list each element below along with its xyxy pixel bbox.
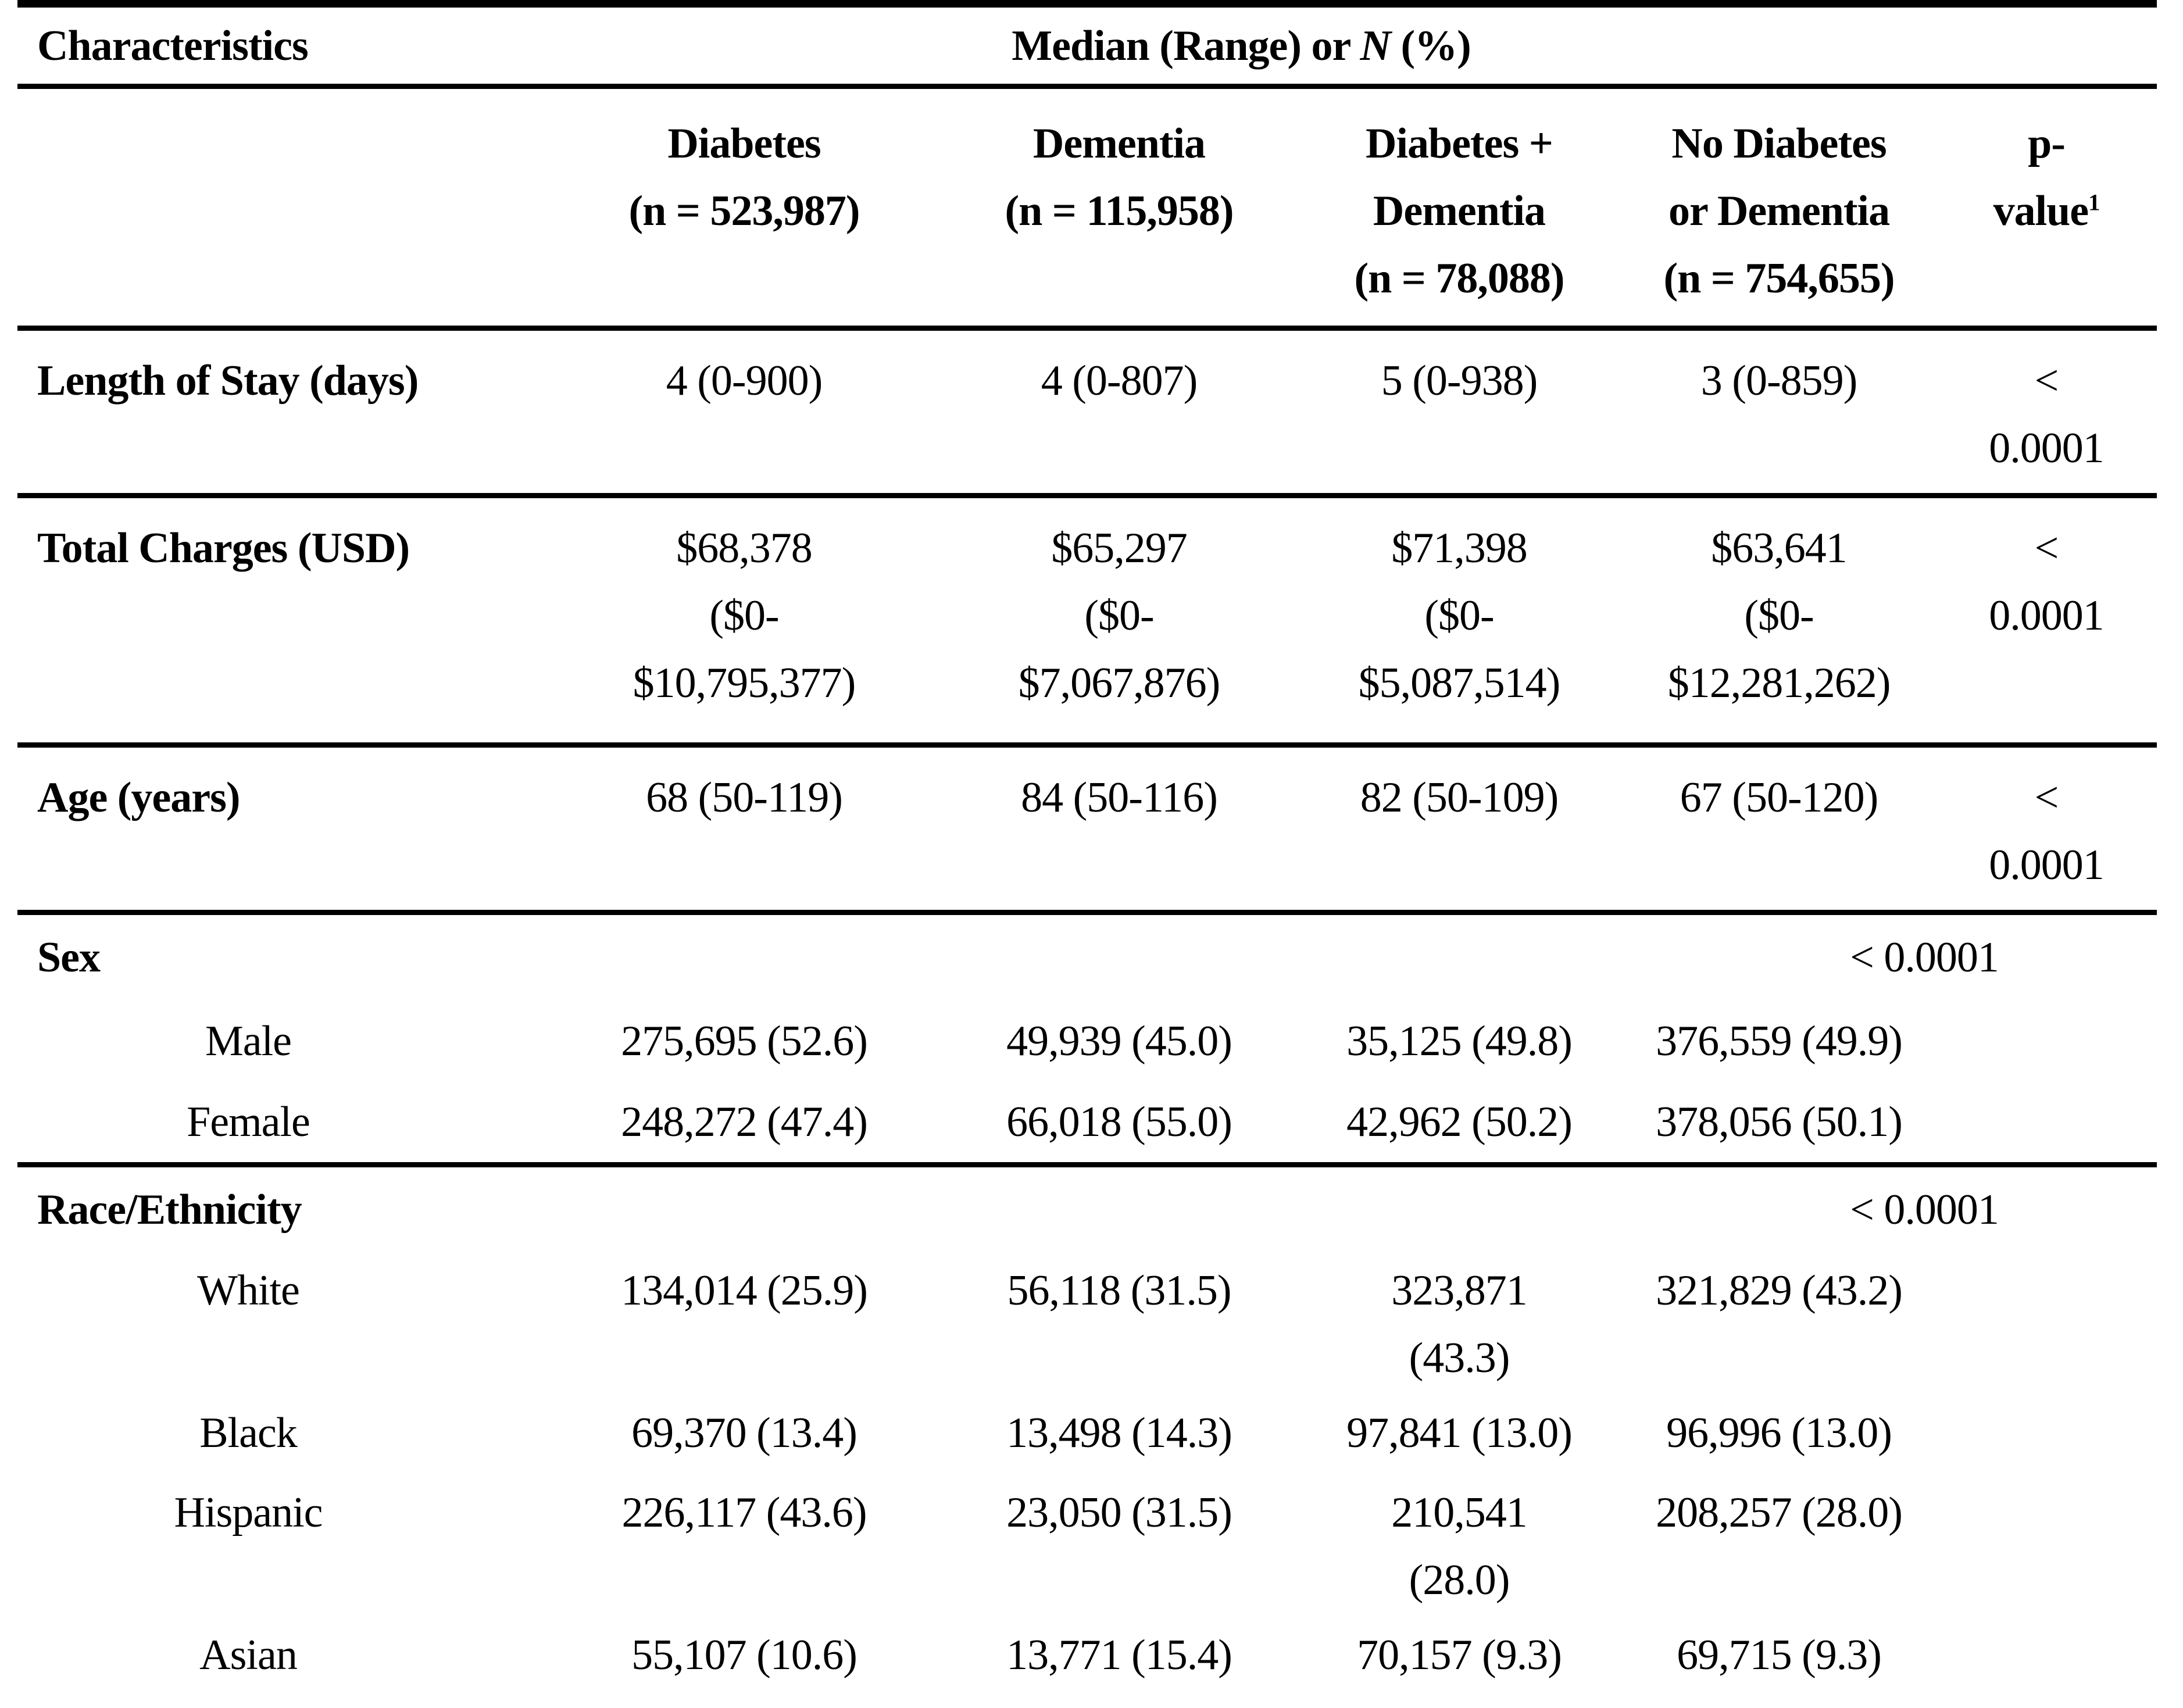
charges-diabetes-dementia-value: $71,398 ($0- $5,087,514) bbox=[1296, 495, 1622, 748]
col-header-no-diabetes-dementia: No Diabetes or Dementia (n = 754,655) bbox=[1622, 86, 1937, 331]
race-empty-diabetes bbox=[546, 1165, 942, 1252]
hispanic-label: Hispanic bbox=[174, 1488, 323, 1537]
male-label: Male bbox=[205, 1017, 292, 1065]
pvalue-header-line2: value1 bbox=[1936, 177, 2157, 245]
black-no-diabetes-value: 96,996 (13.0) bbox=[1666, 1409, 1892, 1457]
pvalue-header-superscript: 1 bbox=[2088, 189, 2100, 216]
row-white: White 134,014 (25.9) 56,118 (31.5) 323,8… bbox=[17, 1252, 2157, 1392]
female-empty-pvalue bbox=[1936, 1082, 2157, 1167]
row-female: Female 248,272 (47.4) 66,018 (55.0) 42,9… bbox=[17, 1082, 2157, 1167]
charges-no-diabetes-value: $63,641 ($0- $12,281,262) bbox=[1622, 495, 1937, 748]
black-diabetes-dementia-value: 97,841 (13.0) bbox=[1346, 1409, 1573, 1457]
white-dementia-value: 56,118 (31.5) bbox=[1007, 1266, 1231, 1314]
col-header-diabetes: Diabetes (n = 523,987) bbox=[546, 86, 942, 331]
race-pvalue: < 0.0001 bbox=[1850, 1185, 1999, 1234]
row-length-of-stay: Length of Stay (days) 4 (0-900) 4 (0-807… bbox=[17, 328, 2157, 498]
hispanic-dementia-value: 23,050 (31.5) bbox=[1006, 1488, 1232, 1537]
age-diabetes-value: 68 (50-119) bbox=[546, 745, 942, 915]
white-label: White bbox=[197, 1266, 300, 1314]
row-black: Black 69,370 (13.4) 13,498 (14.3) 97,841… bbox=[17, 1392, 2157, 1474]
asian-no-diabetes-value: 69,715 (9.3) bbox=[1677, 1631, 1882, 1679]
sex-empty-dementia bbox=[942, 913, 1296, 1000]
column-header-row: Diabetes (n = 523,987) Dementia (n = 115,9… bbox=[17, 86, 2157, 331]
hispanic-diabetes-dementia-value: 210,541 (28.0) bbox=[1391, 1488, 1528, 1604]
row-total-charges: Total Charges (USD) $68,378 ($0- $10,795,3… bbox=[17, 495, 2157, 748]
race-empty-diabetes-dementia bbox=[1296, 1165, 1622, 1252]
pvalue-header-line1: p- bbox=[2028, 120, 2066, 167]
los-dementia-value: 4 (0-807) bbox=[942, 328, 1296, 498]
male-empty-pvalue bbox=[1936, 1000, 2157, 1082]
sex-label: Sex bbox=[37, 933, 101, 981]
charges-diabetes-value: $68,378 ($0- $10,795,377) bbox=[546, 495, 942, 748]
black-diabetes-value: 69,370 (13.4) bbox=[631, 1409, 858, 1457]
white-empty-pvalue bbox=[1936, 1252, 2157, 1392]
row-sex-header: Sex < 0.0001 bbox=[17, 913, 2157, 1000]
black-empty-pvalue bbox=[1936, 1392, 2157, 1474]
sex-empty-diabetes bbox=[546, 913, 942, 1000]
col-header-pvalue: p-value1 bbox=[1936, 86, 2157, 331]
hispanic-empty-pvalue bbox=[1936, 1474, 2157, 1614]
los-no-diabetes-value: 3 (0-859) bbox=[1622, 328, 1937, 498]
female-dementia-value: 66,018 (55.0) bbox=[942, 1082, 1296, 1167]
row-hispanic: Hispanic 226,117 (43.6) 23,050 (31.5) 21… bbox=[17, 1474, 2157, 1614]
col-header-dementia: Dementia (n = 115,958) bbox=[942, 86, 1296, 331]
asian-dementia-value: 13,771 (15.4) bbox=[1006, 1631, 1232, 1679]
female-no-diabetes-value: 378,056 (50.1) bbox=[1622, 1082, 1937, 1167]
charges-dementia-value: $65,297 ($0- $7,067,876) bbox=[942, 495, 1296, 748]
female-diabetes-dementia-value: 42,962 (50.2) bbox=[1296, 1082, 1622, 1167]
male-diabetes-dementia-value: 35,125 (49.8) bbox=[1346, 1017, 1573, 1065]
male-dementia-value: 49,939 (45.0) bbox=[1006, 1017, 1232, 1065]
los-diabetes-dementia-value: 5 (0-938) bbox=[1296, 328, 1622, 498]
col-header-diabetes-dementia: Diabetes + Dementia (n = 78,088) bbox=[1296, 86, 1622, 331]
row-asian: Asian 55,107 (10.6) 13,771 (15.4) 70,157… bbox=[17, 1614, 2157, 1696]
row-race-header: Race/Ethnicity < 0.0001 bbox=[17, 1165, 2157, 1252]
age-label: Age (years) bbox=[17, 745, 546, 915]
sex-empty-diabetes-dementia bbox=[1296, 913, 1622, 1000]
black-label: Black bbox=[199, 1409, 298, 1457]
male-no-diabetes-value: 376,559 (49.9) bbox=[1656, 1017, 1903, 1065]
race-empty-dementia bbox=[942, 1165, 1296, 1252]
female-label: Female bbox=[17, 1082, 546, 1167]
age-no-diabetes-value: 67 (50-120) bbox=[1622, 745, 1937, 915]
characteristics-header: Characteristics bbox=[17, 3, 546, 89]
asian-diabetes-value: 55,107 (10.6) bbox=[631, 1631, 858, 1679]
row-age: Age (years) 68 (50-119) 84 (50-116) 82 (… bbox=[17, 745, 2157, 915]
asian-empty-pvalue bbox=[1936, 1614, 2157, 1696]
white-diabetes-value: 134,014 (25.9) bbox=[621, 1266, 868, 1314]
pvalue-header-word: value bbox=[1993, 187, 2089, 235]
table-header-row: Characteristics Median (Range) or N (%) bbox=[17, 3, 2157, 89]
sex-pvalue: < 0.0001 bbox=[1850, 933, 1999, 981]
los-label: Length of Stay (days) bbox=[17, 328, 546, 498]
female-diabetes-value: 248,272 (47.4) bbox=[546, 1082, 942, 1167]
male-diabetes-value: 275,695 (52.6) bbox=[621, 1017, 868, 1065]
header-row-empty-cell bbox=[1936, 3, 2157, 89]
median-range-n-italic: N bbox=[1360, 22, 1391, 70]
subheader-empty-cell bbox=[17, 86, 546, 331]
white-diabetes-dementia-value: 323,871 (43.3) bbox=[1391, 1266, 1528, 1382]
los-pvalue: <0.0001 bbox=[1936, 328, 2157, 498]
median-range-prefix: Median (Range) or bbox=[1012, 22, 1360, 70]
charges-pvalue: <0.0001 bbox=[1936, 495, 2157, 748]
black-dementia-value: 13,498 (14.3) bbox=[1006, 1409, 1232, 1457]
age-pvalue: <0.0001 bbox=[1936, 745, 2157, 915]
asian-label: Asian bbox=[199, 1631, 298, 1679]
race-label: Race/Ethnicity bbox=[37, 1185, 302, 1234]
median-range-span-header: Median (Range) or N (%) bbox=[546, 3, 1937, 89]
median-range-suffix: (%) bbox=[1391, 22, 1471, 70]
white-no-diabetes-value: 321,829 (43.2) bbox=[1656, 1266, 1903, 1314]
los-diabetes-value: 4 (0-900) bbox=[546, 328, 942, 498]
age-dementia-value: 84 (50-116) bbox=[942, 745, 1296, 915]
age-diabetes-dementia-value: 82 (50-109) bbox=[1296, 745, 1622, 915]
characteristics-table: Characteristics Median (Range) or N (%) … bbox=[17, 0, 2157, 1696]
charges-label: Total Charges (USD) bbox=[17, 495, 546, 748]
row-male: Male 275,695 (52.6) 49,939 (45.0) 35,125… bbox=[17, 1000, 2157, 1082]
asian-diabetes-dementia-value: 70,157 (9.3) bbox=[1357, 1631, 1562, 1679]
hispanic-diabetes-value: 226,117 (43.6) bbox=[621, 1488, 867, 1537]
hispanic-no-diabetes-value: 208,257 (28.0) bbox=[1656, 1488, 1903, 1537]
